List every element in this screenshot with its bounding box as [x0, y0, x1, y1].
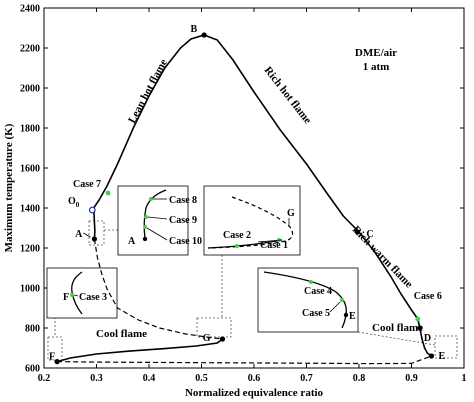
zoom-box-e	[434, 335, 458, 359]
inset-marker	[343, 312, 349, 318]
branch-label: Rich warm flame	[350, 224, 415, 291]
annotation: DME/air 1 atm	[355, 47, 397, 73]
y-tick-label: 2000	[20, 84, 40, 95]
inset-marker	[309, 280, 313, 284]
point-marker	[88, 206, 96, 214]
point-label: O0	[68, 196, 80, 209]
point-label: Case 7	[73, 179, 101, 190]
annotation-line: 1 atm	[363, 61, 390, 73]
y-tick-label: 1400	[20, 204, 40, 215]
x-tick-label: 0.7	[300, 373, 313, 384]
inset-label: F	[63, 292, 69, 303]
inset-marker	[340, 298, 344, 302]
inset-marker	[149, 197, 153, 201]
point-marker	[354, 229, 361, 235]
point-label: C	[366, 229, 373, 240]
point-marker	[219, 336, 226, 342]
x-tick-label: 0.2	[38, 373, 51, 384]
point-label: F	[49, 352, 55, 363]
y-tick-label: 2400	[20, 4, 40, 15]
inset-label: Case 8	[169, 195, 197, 206]
y-tick-label: 2200	[20, 44, 40, 55]
branch-label: Lean hot flame	[126, 57, 170, 125]
inset-marker	[143, 225, 147, 229]
zoom-boxes	[47, 220, 458, 361]
zoom-box-a	[88, 220, 105, 246]
x-tick-label: 0.3	[90, 373, 103, 384]
x-tick-label: 0.4	[143, 373, 156, 384]
point-marker	[91, 236, 97, 242]
inset-case-1-2: Case 2 Case 1 G	[203, 185, 301, 256]
series-line	[93, 209, 96, 240]
branch-label: Cool flame	[372, 322, 423, 334]
x-tick-label: 0.6	[248, 373, 261, 384]
x-tick-label: 0.5	[195, 373, 208, 384]
curves	[56, 34, 432, 365]
y-tick-label: 1200	[20, 244, 40, 255]
inset-marker	[144, 215, 148, 219]
point-marker	[415, 316, 421, 322]
inset-case-8-10: Case 8 Case 9 Case 10 A	[117, 185, 202, 256]
x-tick-label: 0.9	[405, 373, 418, 384]
zoom-box-g	[196, 317, 232, 338]
insets: Case 8 Case 9 Case 10 A Case 2 Case 1 G …	[46, 185, 359, 333]
point-label: A	[75, 229, 83, 240]
point-marker	[201, 32, 207, 38]
inset-label: E	[349, 311, 356, 322]
inset-marker	[235, 244, 239, 248]
series-line	[57, 355, 432, 365]
branch-label: Rich hot flame	[262, 64, 314, 126]
inset-case-4-5: Case 4 Case 5 E	[257, 267, 359, 333]
leader-line	[83, 232, 91, 238]
inset-label: Case 4	[304, 286, 332, 297]
inset-label: Case 1	[260, 240, 288, 251]
inset-label: Case 3	[79, 292, 107, 303]
annotation-line: DME/air	[355, 47, 397, 59]
inset-case-3: F Case 3	[46, 267, 118, 319]
branch-label: Cool flame	[96, 328, 147, 340]
axis-ticks: 0.2 0.3 0.4 0.5 0.6 0.7 0.8 0.9 1600800100012001…	[20, 4, 467, 385]
point-marker	[54, 359, 60, 365]
point-marker	[428, 353, 435, 359]
point-marker	[417, 325, 423, 331]
y-tick-label: 1800	[20, 124, 40, 135]
inset-label: Case 10	[169, 236, 202, 247]
series-line	[56, 338, 223, 363]
series-line	[91, 34, 432, 357]
y-tick-label: 600	[25, 364, 40, 375]
point-label: B	[190, 24, 197, 35]
y-tick-label: 800	[25, 324, 40, 335]
inset-label: A	[128, 236, 136, 247]
inset-label: Case 5	[302, 308, 330, 319]
x-tick-label: 0.8	[353, 373, 366, 384]
inset-marker	[142, 236, 148, 242]
y-tick-label: 1600	[20, 164, 40, 175]
point-label: G	[203, 333, 211, 344]
point-label: D	[424, 333, 431, 344]
x-tick-label: 1	[462, 373, 467, 384]
point-label: E	[438, 351, 445, 362]
x-axis-label: Normalized equivalence ratio	[185, 387, 324, 399]
inset-label: Case 9	[169, 215, 197, 226]
point-markers: O0 Case 7 A B C D Case 6 E F G	[49, 24, 445, 365]
inset-label: G	[287, 208, 295, 219]
point-marker	[105, 190, 111, 196]
y-axis-label: Maximum temperature (K)	[3, 123, 15, 252]
connector-line	[357, 331, 436, 346]
inset-marker	[70, 293, 74, 297]
y-tick-label: 1000	[20, 284, 40, 295]
series-line	[93, 238, 223, 340]
point-label: Case 6	[414, 291, 442, 302]
inset-label: Case 2	[223, 230, 251, 241]
zoom-box-f	[47, 336, 63, 361]
